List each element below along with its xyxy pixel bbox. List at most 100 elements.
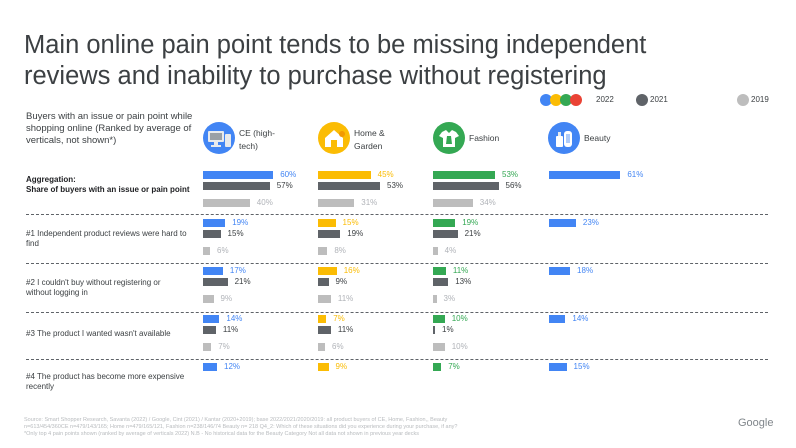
bar-2019-row3-col1 xyxy=(318,343,326,351)
legend-2022-dots xyxy=(540,94,592,106)
value-label-2021-row0-col2: 56% xyxy=(505,181,522,190)
bar-2021-row3-col1 xyxy=(318,326,331,334)
clothing-icon xyxy=(433,122,465,154)
google-logo: Google xyxy=(738,417,774,429)
legend-dot-yellow xyxy=(550,94,562,106)
row-separator xyxy=(26,312,768,313)
value-label-2019-row1-col1: 8% xyxy=(334,246,346,255)
category-label-ce: CE (high-tech) xyxy=(239,128,275,151)
value-label-2022-row4-col0: 12% xyxy=(224,362,241,371)
bar-2019-row0-col0 xyxy=(203,199,250,207)
value-label-2022-row4-col1: 9% xyxy=(335,362,348,371)
value-label-2021-row0-col1: 53% xyxy=(387,181,404,190)
bar-2022-row3-col1 xyxy=(318,315,327,323)
value-label-2019-row0-col0: 40% xyxy=(256,198,273,207)
monitor-icon xyxy=(203,122,235,154)
bar-2019-row2-col0 xyxy=(203,295,214,303)
row-label-aggregation-sub: Share of buyers with an issue or pain po… xyxy=(26,185,190,194)
category-label-fashion: Fashion xyxy=(469,133,500,143)
bar-2022-row0-col3 xyxy=(549,171,621,179)
page-title: Main online pain point tends to be missi… xyxy=(24,30,744,92)
value-label-2019-row2-col1: 11% xyxy=(337,294,354,303)
bar-2022-row1-col3 xyxy=(549,219,576,227)
category-ce: CE (high-tech) xyxy=(203,122,313,160)
bar-2021-row0-col0 xyxy=(203,182,270,190)
legend-dot-2021 xyxy=(636,94,648,106)
bar-2021-row0-col1 xyxy=(318,182,380,190)
side-header: Buyers with an issue or pain point while… xyxy=(26,111,193,146)
legend-dot-red xyxy=(570,94,582,106)
value-label-2021-row2-col2: 13% xyxy=(455,277,472,286)
value-label-2022-row1-col0: 19% xyxy=(232,218,249,227)
category-label-home: Home & Garden xyxy=(354,128,385,151)
legend: 2022 2021 2019 xyxy=(540,94,780,108)
value-label-2022-row0-col3: 61% xyxy=(627,170,644,179)
bar-2019-row1-col1 xyxy=(318,247,328,255)
bar-2021-row1-col0 xyxy=(203,230,221,238)
value-label-2021-row0-col0: 57% xyxy=(276,181,293,190)
value-label-2021-row1-col1: 19% xyxy=(347,229,364,238)
value-label-2022-row2-col2: 11% xyxy=(452,266,469,275)
bar-2021-row3-col0 xyxy=(203,326,216,334)
value-label-2021-row1-col2: 21% xyxy=(464,229,481,238)
bar-2019-row3-col0 xyxy=(203,343,212,351)
title-line-1: Main online pain point tends to be missi… xyxy=(24,31,647,59)
value-label-2022-row4-col3: 15% xyxy=(573,362,590,371)
row-label-aggregation-title: Aggregation: xyxy=(26,175,76,184)
bar-2022-row4-col3 xyxy=(549,363,567,371)
value-label-2022-row3-col1: 7% xyxy=(333,314,345,323)
bar-2019-row3-col2 xyxy=(433,343,445,351)
bar-2022-row0-col1 xyxy=(318,171,371,179)
footnote-line-2: n=613/454/360CE n=479/143/165; Home n=47… xyxy=(24,424,458,430)
value-label-2022-row1-col3: 23% xyxy=(582,218,599,227)
legend-dot-blue xyxy=(540,94,552,106)
row-label-1: #1 Independent product reviews were hard… xyxy=(26,229,187,248)
value-label-2019-row2-col0: 9% xyxy=(220,294,233,303)
bar-2022-row3-col3 xyxy=(549,315,566,323)
row-separator xyxy=(26,214,768,215)
row-label-2: #2 I couldn't buy without registering or… xyxy=(26,278,161,297)
bar-2022-row3-col0 xyxy=(203,315,220,323)
value-label-2022-row4-col2: 7% xyxy=(448,362,460,371)
legend-label-2021: 2021 xyxy=(650,95,668,104)
value-label-2022-row0-col0: 60% xyxy=(280,170,297,179)
legend-label-2022: 2022 xyxy=(596,95,614,104)
category-beauty: Beauty xyxy=(548,122,658,160)
bar-2022-row4-col0 xyxy=(203,363,218,371)
bar-2019-row0-col2 xyxy=(433,199,473,207)
bar-2022-row3-col2 xyxy=(433,315,445,323)
value-label-2021-row2-col1: 9% xyxy=(335,277,348,286)
house-icon xyxy=(318,122,350,154)
value-label-2019-row3-col0: 7% xyxy=(218,342,230,351)
cosmetics-icon xyxy=(548,122,580,154)
bar-2022-row4-col1 xyxy=(318,363,329,371)
value-label-2022-row1-col1: 15% xyxy=(342,218,359,227)
footnote-line-1: Source: Smart Shopper Research, Savanta … xyxy=(24,417,448,423)
bar-2021-row1-col2 xyxy=(433,230,458,238)
bar-2019-row1-col2 xyxy=(433,247,438,255)
row-separator xyxy=(26,359,768,360)
value-label-2021-row1-col0: 15% xyxy=(227,229,244,238)
value-label-2022-row3-col2: 10% xyxy=(451,314,468,323)
category-fashion: Fashion xyxy=(433,122,543,160)
value-label-2022-row0-col2: 53% xyxy=(502,170,519,179)
bar-2022-row1-col1 xyxy=(318,219,336,227)
bar-2022-row0-col0 xyxy=(203,171,274,179)
value-label-2022-row2-col3: 18% xyxy=(577,266,594,275)
value-label-2019-row0-col1: 31% xyxy=(361,198,378,207)
bar-2021-row2-col2 xyxy=(433,278,449,286)
value-label-2021-row2-col0: 21% xyxy=(234,277,251,286)
value-label-2022-row3-col0: 14% xyxy=(226,314,243,323)
row-label-3: #3 The product I wanted wasn't available xyxy=(26,329,171,338)
bar-2022-row2-col3 xyxy=(549,267,571,275)
value-label-2022-row3-col3: 14% xyxy=(572,314,589,323)
value-label-2022-row2-col0: 17% xyxy=(229,266,246,275)
bar-2022-row2-col2 xyxy=(433,267,446,275)
bar-2022-row2-col0 xyxy=(203,267,223,275)
value-label-2022-row0-col1: 45% xyxy=(377,170,394,179)
legend-dot-green xyxy=(560,94,572,106)
bar-2019-row2-col2 xyxy=(433,295,437,303)
bar-2022-row1-col2 xyxy=(433,219,456,227)
bar-2021-row2-col0 xyxy=(203,278,228,286)
value-label-2019-row3-col1: 6% xyxy=(332,342,344,351)
